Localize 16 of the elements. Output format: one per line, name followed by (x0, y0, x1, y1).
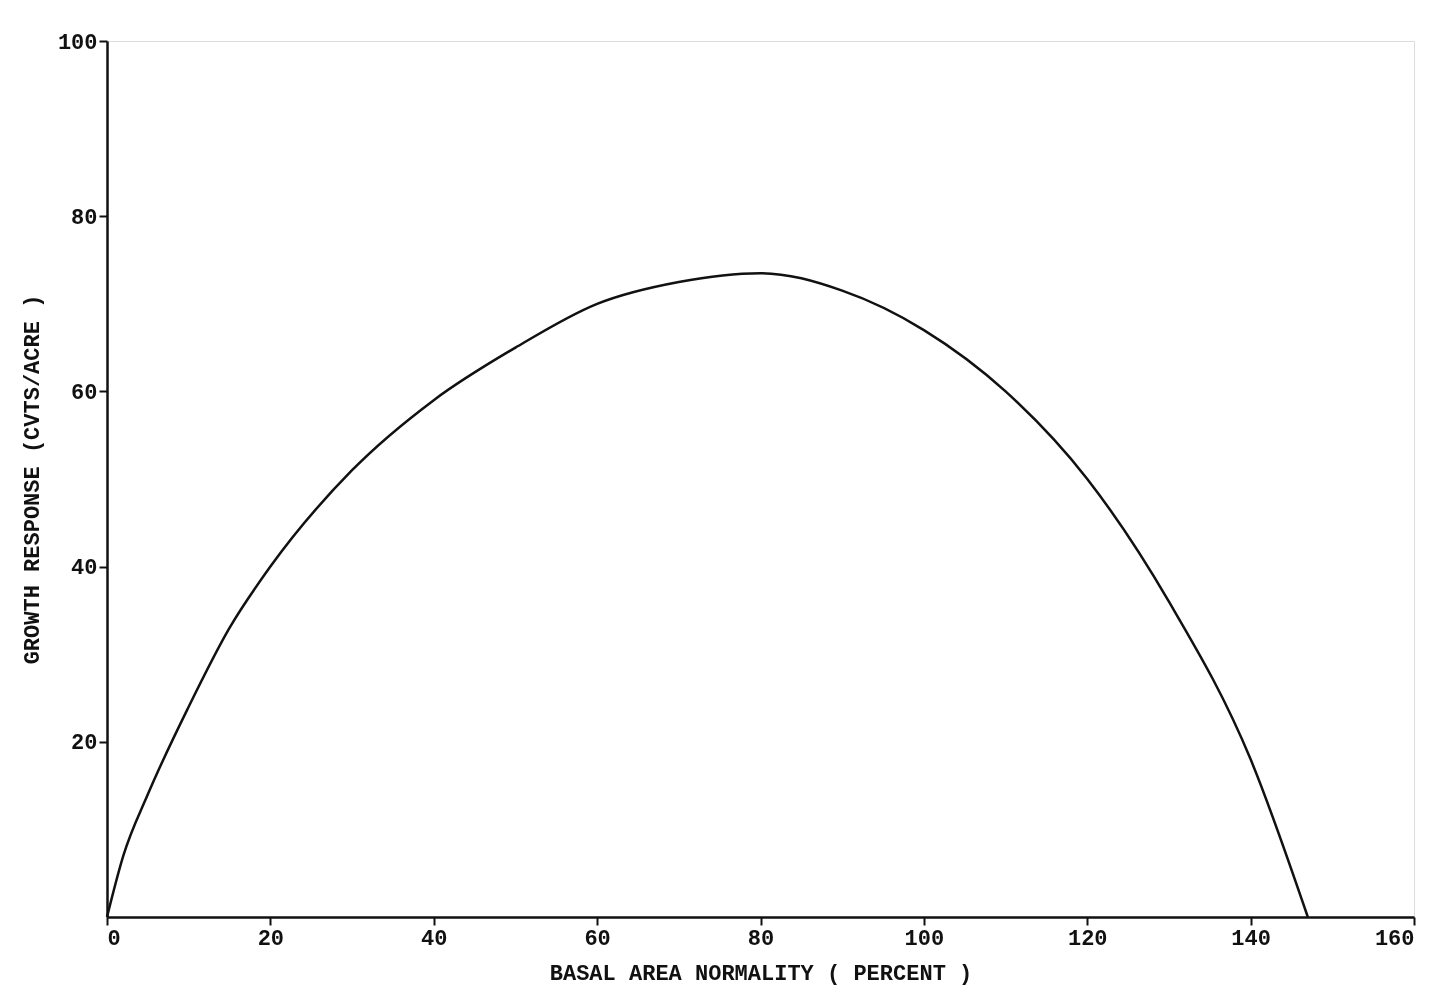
x-tick-label: 60 (584, 926, 611, 952)
x-tick-label: 40 (421, 926, 448, 952)
x-axis-title: BASAL AREA NORMALITY ( PERCENT ) (549, 961, 973, 987)
y-tick-label: 20 (71, 731, 98, 757)
y-tick-label: 40 (71, 556, 98, 582)
y-tick-label: 100 (57, 30, 98, 56)
x-tick-label: 0 (107, 926, 121, 952)
x-tick-label: 120 (1067, 926, 1108, 952)
x-tick-label: 160 (1374, 926, 1415, 952)
y-tick-label: 80 (71, 205, 98, 231)
x-tick-label: 20 (257, 926, 285, 952)
y-axis-title: GROWTH RESPONSE (CVTS/ACRE ) (20, 294, 46, 665)
x-tick-label: 80 (747, 926, 775, 952)
x-tick-label: 140 (1231, 926, 1271, 952)
x-tick-label: 100 (904, 926, 945, 952)
y-tick-label: 60 (71, 380, 98, 406)
